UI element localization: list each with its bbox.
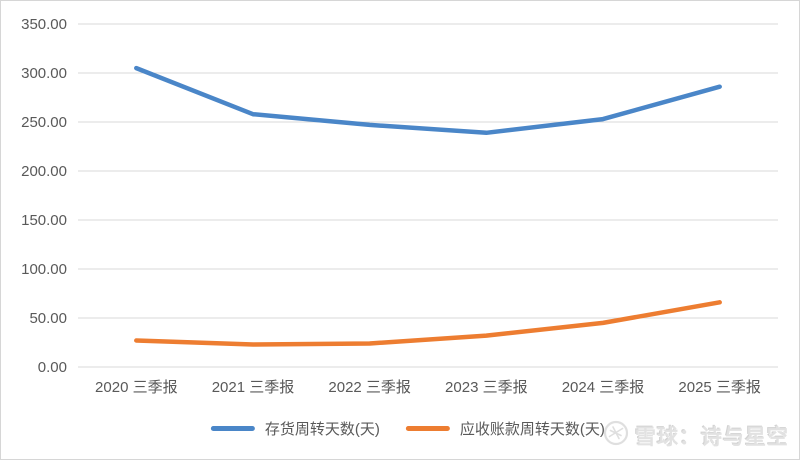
y-axis-tick-label: 200.00 <box>21 163 67 180</box>
y-axis-tick-label: 100.00 <box>21 261 67 278</box>
x-axis-tick-label: 2025 三季报 <box>678 379 761 396</box>
series-line-1 <box>134 300 722 347</box>
y-axis-tick-label: 0.00 <box>38 359 67 376</box>
y-axis-tick-label: 150.00 <box>21 212 67 229</box>
y-axis-tick-label: 50.00 <box>29 310 67 327</box>
y-axis-tick-label: 350.00 <box>21 16 67 33</box>
y-axis-tick-label: 300.00 <box>21 65 67 82</box>
legend-item-inventory-days: 存货周转天数(天) <box>210 418 380 439</box>
legend-line-swatch-blue <box>210 426 255 431</box>
x-axis-tick-label: 2024 三季报 <box>562 379 645 396</box>
legend-label-inventory-days: 存货周转天数(天) <box>264 421 380 438</box>
x-axis-tick-label: 2021 三季报 <box>212 379 295 396</box>
x-axis-tick-label: 2023 三季报 <box>445 379 528 396</box>
legend-label-receivable-days: 应收账款周转天数(天) <box>459 421 605 438</box>
legend-item-receivable-days: 应收账款周转天数(天) <box>405 418 605 439</box>
series-line-0 <box>134 65 722 136</box>
y-axis-tick-label: 250.00 <box>21 114 67 131</box>
x-axis-tick-label: 2022 三季报 <box>328 379 411 396</box>
chart-legend: 存货周转天数(天) 应收账款周转天数(天) <box>210 418 605 439</box>
x-axis-tick-label: 2020 三季报 <box>95 379 178 396</box>
legend-line-swatch-orange <box>405 426 450 431</box>
